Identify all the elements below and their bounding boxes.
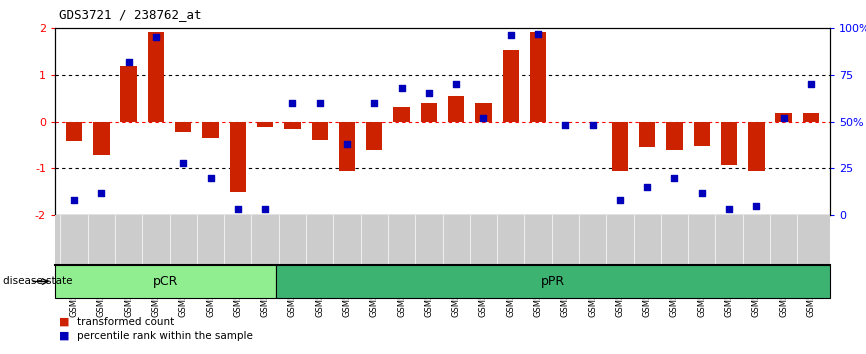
Point — [449, 81, 463, 87]
Point — [531, 31, 545, 36]
Point — [94, 190, 108, 195]
Bar — [748, 121, 765, 171]
Bar — [148, 32, 165, 121]
Point — [395, 85, 409, 91]
Text: pCR: pCR — [153, 275, 178, 288]
Bar — [721, 121, 737, 165]
Point — [504, 33, 518, 38]
Bar — [94, 121, 110, 155]
Point — [613, 197, 627, 203]
Bar — [694, 121, 710, 146]
Bar — [666, 121, 682, 149]
Point — [313, 100, 326, 105]
Point — [149, 35, 163, 40]
Bar — [257, 121, 274, 127]
Text: disease state: disease state — [3, 276, 72, 286]
Point — [777, 115, 791, 121]
Point — [340, 141, 354, 147]
Bar — [66, 121, 82, 141]
Text: GDS3721 / 238762_at: GDS3721 / 238762_at — [60, 8, 202, 21]
Bar — [55, 265, 276, 298]
Text: transformed count: transformed count — [77, 317, 174, 327]
Point — [286, 100, 300, 105]
Point — [695, 190, 708, 195]
Bar — [803, 113, 819, 121]
Text: pPR: pPR — [541, 275, 565, 288]
Bar — [276, 265, 830, 298]
Bar — [775, 113, 792, 121]
Bar — [312, 121, 328, 140]
Bar — [203, 121, 219, 138]
Point — [204, 175, 217, 181]
Bar — [530, 32, 546, 121]
Text: ■: ■ — [60, 331, 70, 341]
Point — [122, 59, 136, 64]
Point — [804, 81, 818, 87]
Bar — [421, 103, 437, 121]
Point — [367, 100, 381, 105]
Bar — [611, 121, 628, 171]
Bar — [229, 121, 246, 192]
Bar — [393, 107, 410, 121]
Point — [68, 197, 81, 203]
Point — [749, 203, 763, 209]
Point — [722, 206, 736, 212]
Bar — [366, 121, 383, 149]
Bar — [175, 121, 191, 132]
Point — [585, 122, 599, 128]
Text: ■: ■ — [60, 317, 70, 327]
Text: percentile rank within the sample: percentile rank within the sample — [77, 331, 253, 341]
Point — [231, 206, 245, 212]
Point — [258, 206, 272, 212]
Bar — [475, 103, 492, 121]
Bar — [448, 96, 464, 121]
Point — [177, 160, 191, 165]
Point — [668, 175, 682, 181]
Bar — [639, 121, 656, 147]
Bar — [502, 50, 519, 121]
Point — [476, 115, 490, 121]
Point — [559, 122, 572, 128]
Bar — [339, 121, 355, 171]
Point — [422, 91, 436, 96]
Bar — [284, 121, 301, 129]
Point — [640, 184, 654, 190]
Bar — [120, 66, 137, 121]
